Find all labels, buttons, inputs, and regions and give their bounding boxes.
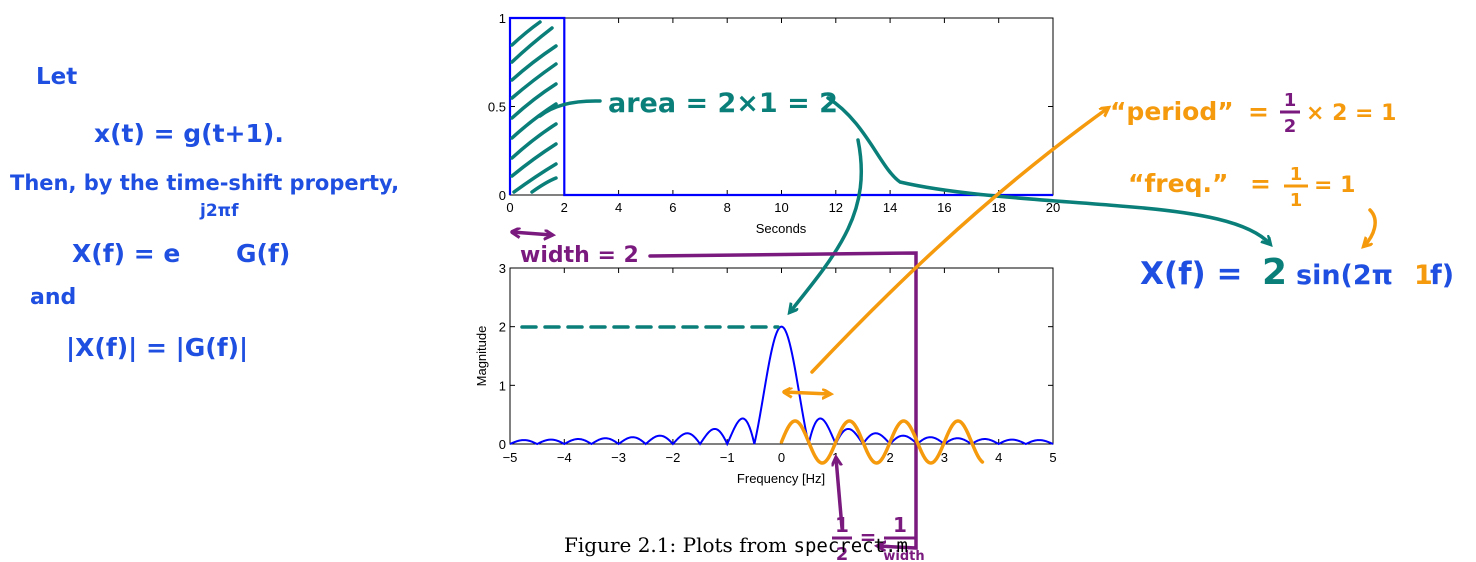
formula-sin: sin(2π (1296, 260, 1393, 291)
purple-annotations (510, 232, 918, 548)
top-y-tick-label: 0 (499, 188, 506, 203)
inverse-pointer-arrow (836, 458, 844, 530)
sinc-magnitude-series (509, 325, 1054, 447)
area-pointer-line (538, 99, 602, 118)
freq-equals: = (1250, 169, 1271, 198)
top-x-tick-label: 6 (669, 200, 676, 215)
note-xf-g: G(f) (236, 239, 290, 268)
note-xt-definition: x(t) = g(t+1). (94, 119, 284, 148)
top-y-tick-label: 1 (499, 11, 506, 26)
bottom-y-tick-label: 2 (499, 320, 506, 335)
freq-to-formula-arrow (1364, 208, 1377, 246)
time-domain-plot: 0 2 4 6 8 10 12 14 16 18 20 0 0.5 1 Seconds (488, 11, 1060, 236)
bottom-frac-left-num: 1 (835, 513, 849, 537)
bottom-y-tick-label: 0 (499, 437, 506, 452)
top-x-tick-label: 14 (883, 200, 897, 215)
note-xf-lhs: X(f) = e (72, 239, 180, 268)
period-label: “period” (1110, 97, 1234, 126)
bottom-inverse-fraction: 1 2 = 1 width (832, 513, 925, 562)
bottom-x-tick-label: 2 (886, 450, 893, 465)
period-frac-num: 1 (1284, 90, 1297, 111)
freq-frac-num: 1 (1290, 164, 1303, 185)
bottom-plot-frame (509, 267, 1054, 445)
width-to-inverse-line (648, 251, 918, 548)
top-y-tick-label: 0.5 (488, 100, 506, 115)
caption-prefix: Figure 2.1: Plots from (564, 533, 794, 557)
bottom-x-tick-label: −4 (557, 450, 572, 465)
bottom-frac-right-den: width (883, 549, 924, 562)
bottom-frac-right-num: 1 (893, 513, 907, 537)
period-equals: = (1248, 97, 1269, 126)
bottom-x-tick-label: 3 (941, 450, 948, 465)
freq-label: “freq.” (1128, 169, 1228, 198)
caption-filename: specrect.m (794, 535, 908, 557)
bottom-x-tick-label: −5 (503, 450, 518, 465)
formula-lhs: X(f) = (1140, 256, 1243, 292)
area-annotation: area = 2×1 = 2 (608, 88, 838, 119)
note-let: Let (36, 64, 77, 90)
formula-amplitude: 2 (1262, 252, 1287, 293)
freq-frac-den: 1 (1290, 190, 1303, 211)
bottom-y-tick-label: 3 (499, 261, 506, 276)
area-to-formula-arrow (826, 96, 1270, 244)
freq-rest: = 1 (1314, 173, 1355, 198)
bottom-x-tick-label: −2 (665, 450, 680, 465)
top-x-tick-label: 4 (615, 200, 622, 215)
note-abs-equality: |X(f)| = |G(f)| (66, 333, 248, 362)
note-and: and (30, 285, 76, 310)
note-time-shift: Then, by the time-shift property, (10, 171, 399, 195)
bottom-y-axis-label: Magnitude (474, 326, 489, 387)
bottom-x-tick-label: 4 (995, 450, 1002, 465)
left-notes: Let x(t) = g(t+1). Then, by the time-shi… (10, 64, 399, 362)
area-hatching (510, 20, 558, 194)
period-pointer-arrow (810, 108, 1108, 374)
top-x-tick-label: 10 (774, 200, 788, 215)
period-annotation: “period” = 1 2 × 2 = 1 (1110, 90, 1396, 137)
period-double-arrow (782, 392, 830, 394)
bottom-y-tick-label: 1 (499, 378, 506, 393)
note-xf-exponent: j2πf (199, 201, 239, 221)
top-x-tick-label: 16 (937, 200, 951, 215)
width-annotation: width = 2 (520, 243, 639, 268)
bottom-eq: = (860, 525, 877, 549)
top-x-tick-label: 2 (561, 200, 568, 215)
top-x-tick-label: 12 (829, 200, 843, 215)
bottom-x-tick-label: 5 (1049, 450, 1056, 465)
area-to-peak-arrow (790, 138, 863, 312)
top-x-tick-label: 0 (506, 200, 513, 215)
teal-annotations (520, 96, 1270, 329)
bottom-x-tick-label: −1 (720, 450, 735, 465)
top-x-axis-label: Seconds (756, 221, 807, 236)
bottom-x-tick-label: 0 (778, 450, 785, 465)
top-x-tick-label: 8 (724, 200, 731, 215)
orange-sine-curve (779, 419, 985, 465)
width-double-arrow (510, 232, 552, 235)
orange-annotations (782, 108, 1377, 394)
top-x-tick-label: 20 (1046, 200, 1060, 215)
formula-f: f) (1430, 260, 1454, 291)
top-x-tick-label: 18 (991, 200, 1005, 215)
fourier-formula: X(f) = 2 sin(2π 1 f) (1140, 252, 1454, 293)
period-rest: × 2 = 1 (1306, 101, 1396, 126)
bottom-frac-left-den: 2 (836, 544, 849, 562)
rect-pulse-series (508, 16, 1053, 197)
bottom-x-tick-label: −3 (611, 450, 626, 465)
figure-caption: Figure 2.1: Plots from specrect.m (564, 533, 908, 557)
freq-annotation: “freq.” = 1 1 = 1 (1128, 164, 1355, 211)
period-frac-den: 2 (1284, 116, 1297, 137)
bottom-x-axis-label: Frequency [Hz] (737, 471, 825, 486)
formula-freq: 1 (1414, 260, 1433, 291)
